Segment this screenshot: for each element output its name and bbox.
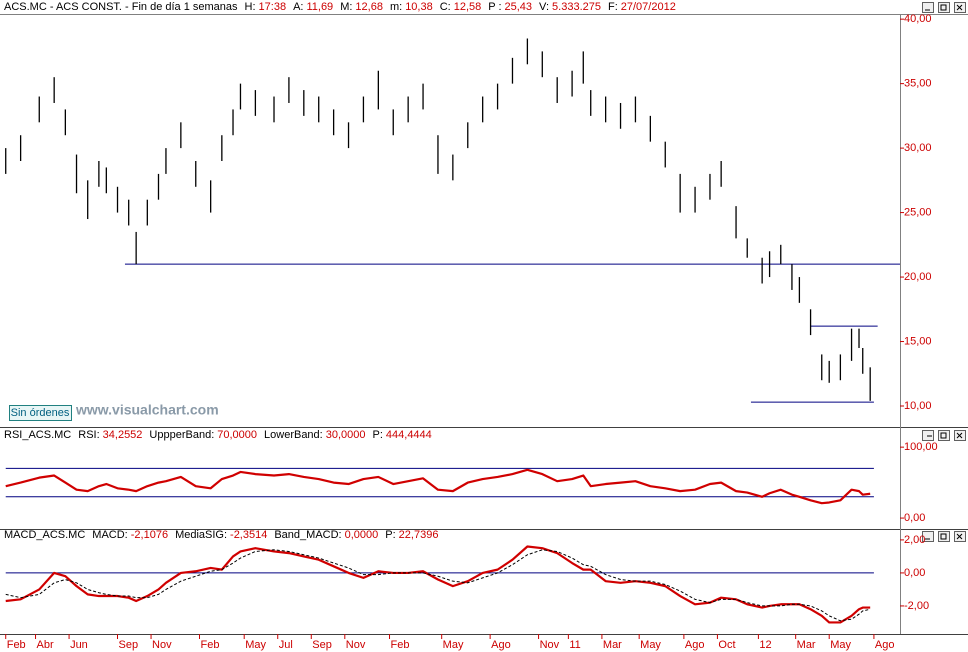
- x-tick-label: May: [245, 639, 266, 651]
- header-value: 30,0000: [326, 429, 366, 441]
- x-tick-label: May: [640, 639, 661, 651]
- panel-header: MACD_ACS.MC MACD: -2,1076 MediaSIG: -2,3514 B…: [4, 529, 438, 541]
- x-tick-label: Mar: [603, 639, 622, 651]
- header-value: 11,69: [306, 1, 333, 13]
- header-label: P:: [373, 429, 383, 441]
- header-label: m:: [390, 1, 402, 13]
- y-tick-label: 100,00: [904, 441, 938, 453]
- indicator-line: [5, 545, 871, 624]
- indicator-line: [5, 549, 871, 622]
- y-tick-label: 20,00: [904, 271, 932, 283]
- close-icon: [956, 4, 963, 540]
- maximize-icon: [940, 4, 947, 540]
- header-value: 0,0000: [345, 529, 379, 541]
- y-tick-label: 35,00: [904, 78, 932, 90]
- x-tick-label: 12: [759, 639, 771, 651]
- x-tick-label: 11: [569, 639, 580, 651]
- x-tick-label: Ago: [491, 639, 511, 651]
- y-tick-label: 25,00: [904, 206, 932, 218]
- header-label: P :: [488, 1, 501, 13]
- window-icons: [925, 4, 963, 540]
- panel-header: RSI_ACS.MC RSI: 34,2552 UppperBand: 70,0000 L…: [4, 429, 432, 441]
- x-tick-label: Feb: [391, 639, 410, 651]
- x-tick-label: Feb: [200, 639, 219, 651]
- header-label: H:: [245, 1, 256, 13]
- header-value: -2,1076: [131, 529, 168, 541]
- header-label: V:: [539, 1, 549, 13]
- y-tick-label: -2,00: [904, 600, 929, 612]
- x-tick-label: Jul: [279, 639, 293, 651]
- maximize-button[interactable]: [938, 2, 950, 13]
- y-tick-label: 2,00: [904, 534, 925, 546]
- header-label: A:: [293, 1, 303, 13]
- x-tick-label: Mar: [797, 639, 816, 651]
- header-label: Band_MACD:: [274, 529, 341, 541]
- header-value: 70,0000: [217, 429, 257, 441]
- x-tick-label: Abr: [37, 639, 54, 651]
- header-label: MACD_ACS.MC: [4, 529, 85, 541]
- x-tick-label: May: [443, 639, 464, 651]
- header-value: 5.333.275: [552, 1, 601, 13]
- header-value: 12,68: [355, 1, 383, 13]
- header-value: 444,4444: [386, 429, 432, 441]
- maximize-button[interactable]: [938, 430, 950, 441]
- x-tick-label: Nov: [152, 639, 172, 651]
- indicator-line: [5, 468, 871, 505]
- header-label: UppperBand:: [149, 429, 214, 441]
- status-button[interactable]: [9, 405, 72, 421]
- x-tick-label: Ago: [685, 639, 705, 651]
- x-tick-label: Ago: [875, 639, 895, 651]
- header-label: F:: [608, 1, 618, 13]
- header-label: RSI_ACS.MC: [4, 429, 71, 441]
- x-tick-label: Nov: [540, 639, 560, 651]
- maximize-button[interactable]: [938, 531, 950, 542]
- header-label: ACS.MC - ACS CONST. - Fin de día 1 seman…: [4, 1, 238, 13]
- x-tick-label: Nov: [346, 639, 366, 651]
- minimize-icon: [925, 9, 932, 540]
- header-label: RSI:: [78, 429, 99, 441]
- header-label: MACD:: [92, 529, 127, 541]
- panel-header: ACS.MC - ACS CONST. - Fin de día 1 seman…: [4, 1, 676, 13]
- header-label: C:: [440, 1, 451, 13]
- header-label: P:: [385, 529, 395, 541]
- status-button-label[interactable]: Sin órdenes: [11, 407, 70, 419]
- header-value: 12,58: [454, 1, 482, 13]
- x-tick-label: May: [830, 639, 851, 651]
- x-tick-label: Jun: [70, 639, 88, 651]
- y-tick-label: 30,00: [904, 142, 932, 154]
- watermark: www.visualchart.com: [75, 402, 219, 418]
- x-tick-label: Sep: [312, 639, 332, 651]
- minimize-button[interactable]: [922, 2, 934, 13]
- y-tick-label: 40,00: [904, 13, 932, 25]
- x-tick-label: Feb: [7, 639, 26, 651]
- header-value: 27/07/2012: [621, 1, 676, 13]
- y-tick-label: 0,00: [904, 567, 925, 579]
- header-label: LowerBand:: [264, 429, 323, 441]
- header-label: M:: [340, 1, 352, 13]
- header-value: 17:38: [259, 1, 287, 13]
- x-tick-label: Sep: [119, 639, 139, 651]
- y-tick-label: 0,00: [904, 512, 925, 524]
- x-tick-label: Oct: [718, 639, 735, 651]
- y-tick-label: 10,00: [904, 400, 932, 412]
- header-label: MediaSIG:: [175, 529, 227, 541]
- header-value: -2,3514: [230, 529, 267, 541]
- header-value: 22,7396: [399, 529, 439, 541]
- header-value: 10,38: [405, 1, 433, 13]
- y-tick-label: 15,00: [904, 335, 932, 347]
- header-value: 25,43: [505, 1, 533, 13]
- minimize-button[interactable]: [922, 531, 934, 542]
- header-value: 34,2552: [103, 429, 143, 441]
